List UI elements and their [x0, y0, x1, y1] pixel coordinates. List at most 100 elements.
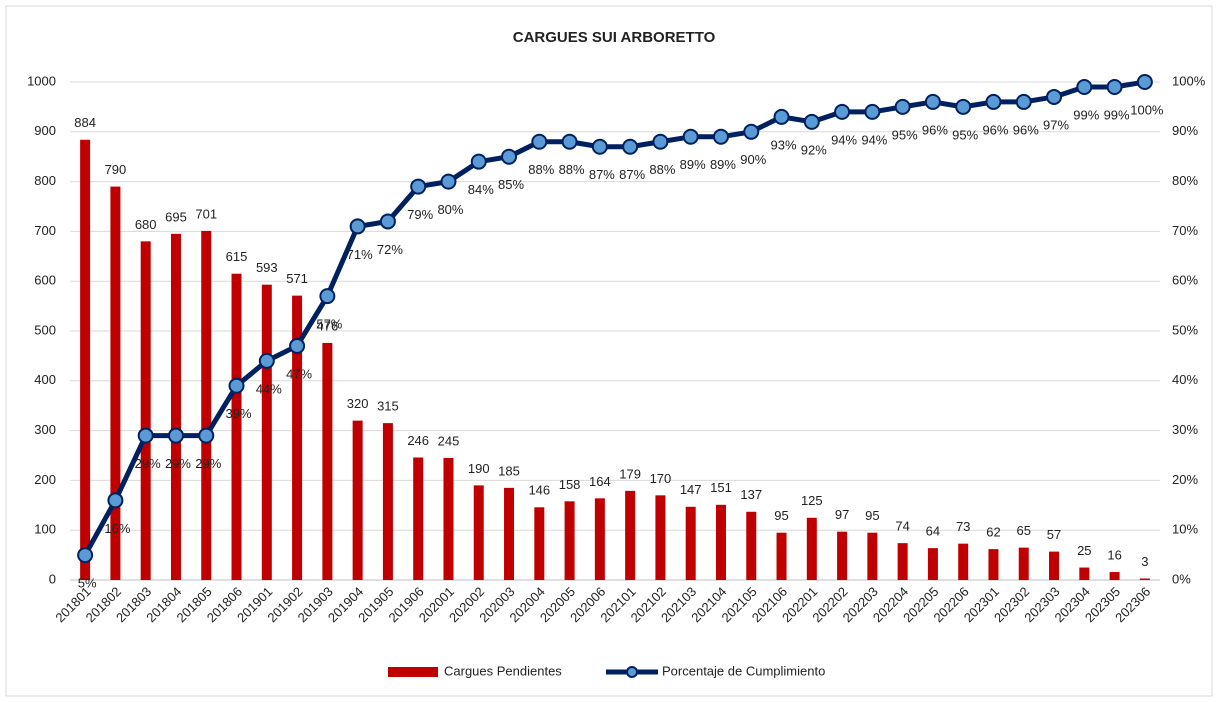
line-label: 29%: [195, 456, 221, 471]
bar-label: 190: [468, 461, 490, 476]
line-label: 44%: [256, 381, 282, 396]
line-marker: [470, 153, 487, 170]
legend-label: Porcentaje de Cumplimiento: [662, 663, 825, 678]
line-label: 90%: [740, 152, 766, 167]
bar-label: 790: [105, 162, 127, 177]
line-label: 29%: [165, 456, 191, 471]
bar-label: 146: [528, 483, 550, 498]
y2-tick-label: 30%: [1172, 422, 1198, 437]
y2-tick-label: 50%: [1172, 322, 1198, 337]
bar-label: 320: [347, 396, 369, 411]
y-tick-label: 700: [34, 223, 56, 238]
line-marker: [803, 113, 820, 130]
line-marker: [167, 427, 184, 444]
line-label: 47%: [286, 366, 312, 381]
y2-tick-label: 10%: [1172, 522, 1198, 537]
line-marker: [410, 178, 427, 195]
y2-tick-label: 80%: [1172, 173, 1198, 188]
y-tick-label: 600: [34, 273, 56, 288]
line-label: 80%: [437, 202, 463, 217]
line-marker: [682, 128, 699, 145]
bar: [322, 342, 333, 580]
bar: [504, 487, 515, 580]
bar-label: 25: [1077, 543, 1091, 558]
line-marker: [652, 133, 669, 150]
bar-label: 185: [498, 463, 520, 478]
line-marker: [622, 138, 639, 155]
y-tick-label: 1000: [27, 73, 56, 88]
bar: [564, 501, 575, 580]
bar: [1079, 567, 1090, 580]
y-tick-label: 0: [49, 571, 56, 586]
y-tick-label: 200: [34, 472, 56, 487]
line-marker: [77, 547, 94, 564]
line-label: 87%: [619, 167, 645, 182]
bar: [776, 532, 787, 580]
bar-label: 476: [317, 318, 339, 333]
bar-label: 164: [589, 474, 611, 489]
line-marker: [228, 377, 245, 394]
bar-label: 137: [740, 487, 762, 502]
line-marker: [955, 98, 972, 115]
line-marker: [137, 427, 154, 444]
bar: [170, 233, 181, 580]
bar: [958, 543, 969, 580]
legend-swatch: [626, 666, 638, 678]
bar: [655, 495, 666, 580]
chart-border: [5, 5, 1213, 697]
y2-tick-label: 90%: [1172, 123, 1198, 138]
y-tick-label: 300: [34, 422, 56, 437]
legend-label: Cargues Pendientes: [444, 663, 562, 678]
bar-label: 179: [619, 466, 641, 481]
line-label: 29%: [135, 456, 161, 471]
line-label: 85%: [498, 177, 524, 192]
bar-label: 245: [438, 433, 460, 448]
bar-label: 571: [286, 271, 308, 286]
y2-tick-label: 40%: [1172, 372, 1198, 387]
line-marker: [1136, 74, 1153, 90]
bar-label: 125: [801, 493, 823, 508]
line-label: 89%: [710, 157, 736, 172]
line-marker: [319, 288, 336, 305]
line-label: 84%: [468, 182, 494, 197]
bar: [413, 457, 424, 580]
y2-tick-label: 70%: [1172, 223, 1198, 238]
line-label: 92%: [801, 142, 827, 157]
bar-label: 246: [407, 433, 429, 448]
bar: [231, 273, 242, 580]
line-label: 94%: [861, 132, 887, 147]
line-marker: [107, 492, 124, 509]
bar: [1018, 547, 1029, 580]
line-marker: [198, 427, 215, 444]
line-marker: [591, 138, 608, 155]
bar-label: 170: [650, 471, 672, 486]
bar: [473, 485, 484, 580]
line-label: 72%: [377, 242, 403, 257]
bar-label: 158: [559, 477, 581, 492]
line-marker: [1015, 93, 1032, 110]
line-marker: [349, 218, 366, 235]
bar-label: 695: [165, 209, 187, 224]
line-label: 94%: [831, 132, 857, 147]
line-marker: [773, 108, 790, 125]
line-marker: [561, 133, 578, 150]
line-label: 57%: [316, 317, 342, 332]
bar-label: 701: [195, 206, 217, 221]
line-label: 99%: [1104, 107, 1130, 122]
y-tick-label: 500: [34, 322, 56, 337]
line-marker: [743, 123, 760, 140]
line-label: 39%: [226, 406, 252, 421]
line-marker: [531, 133, 548, 150]
line-marker: [1046, 88, 1063, 105]
bar: [140, 241, 151, 581]
line-marker: [1106, 78, 1123, 95]
line-marker: [712, 128, 729, 145]
bar-label: 147: [680, 482, 702, 497]
y2-tick-label: 60%: [1172, 273, 1198, 288]
bar-label: 680: [135, 217, 157, 232]
bar: [837, 531, 848, 580]
line-marker: [289, 337, 306, 354]
line-marker: [379, 213, 396, 230]
line-label: 16%: [104, 521, 130, 536]
